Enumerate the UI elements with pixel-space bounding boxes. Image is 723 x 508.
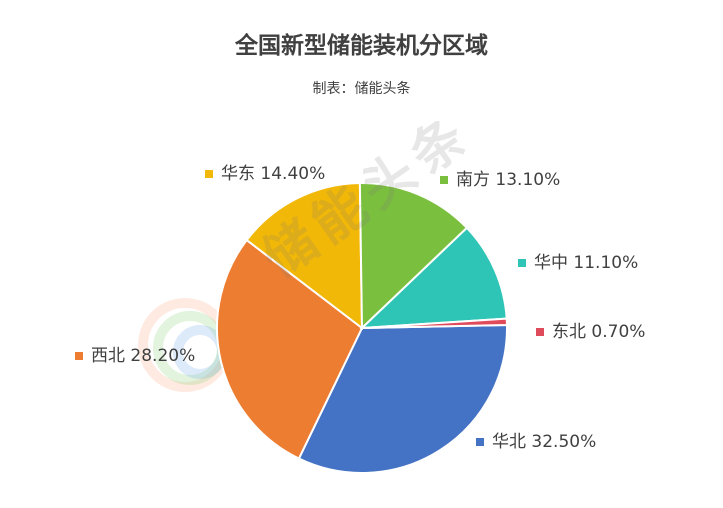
legend-swatch-0 <box>476 438 484 446</box>
slice-label-4: 华中 11.10% <box>518 253 638 273</box>
slice-label-text-3: 南方 13.10% <box>456 170 561 190</box>
slice-label-5: 东北 0.70% <box>536 322 645 342</box>
slice-label-text-0: 华北 32.50% <box>492 432 597 452</box>
slice-label-text-1: 西北 28.20% <box>91 346 196 366</box>
slice-label-3: 南方 13.10% <box>440 170 560 190</box>
legend-swatch-4 <box>518 259 526 267</box>
legend-swatch-1 <box>75 352 83 360</box>
watermark-logo <box>138 298 232 392</box>
pie-slice-5 <box>361 317 508 329</box>
chart-title: 全国新型储能装机分区域 <box>235 33 488 59</box>
legend-swatch-5 <box>536 328 544 336</box>
slice-label-text-5: 东北 0.70% <box>552 322 646 342</box>
slice-label-text-4: 华中 11.10% <box>534 253 639 273</box>
slice-label-2: 华东 14.40% <box>205 164 325 184</box>
slice-label-0: 华北 32.50% <box>476 432 596 452</box>
slice-label-text-2: 华东 14.40% <box>221 164 326 184</box>
legend-swatch-2 <box>205 170 213 178</box>
pie-slice-4 <box>359 226 508 330</box>
legend-swatch-3 <box>440 176 448 184</box>
slice-label-1: 西北 28.20% <box>75 346 195 366</box>
pie-slice-2 <box>245 182 364 331</box>
pie-slice-3 <box>358 182 469 331</box>
pie-slice-1 <box>216 238 364 460</box>
chart-subtitle: 制表：储能头条 <box>312 81 411 97</box>
pie-slice-0 <box>297 323 508 474</box>
